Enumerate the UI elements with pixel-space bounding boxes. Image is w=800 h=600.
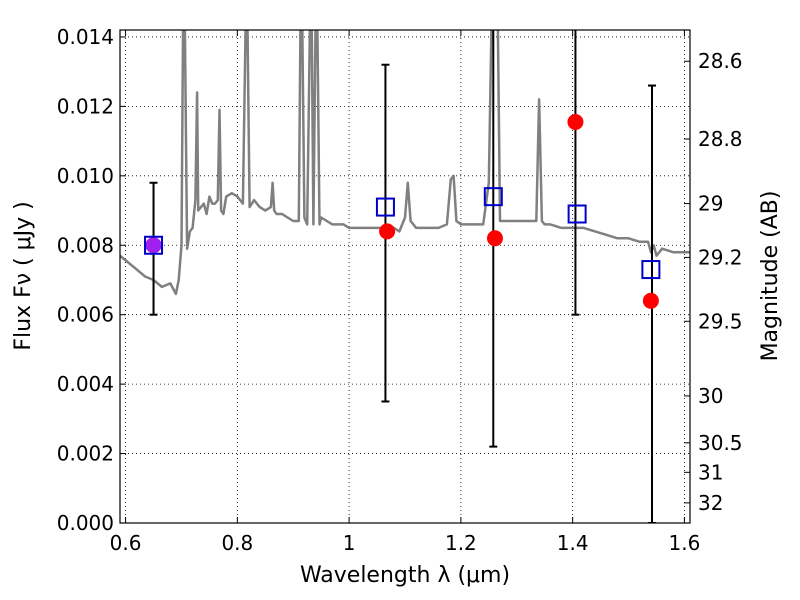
x-tick-label: 1 [343,531,356,555]
y2-tick-label: 32 [698,491,723,515]
y2-tick-label: 30 [698,384,723,408]
y2-tick-label: 28.6 [698,49,743,73]
y2-axis-label: Magnitude (AB) [758,191,783,362]
y2-tick-label: 29.2 [698,245,743,269]
y2-tick-label: 29.5 [698,309,743,333]
y2-axis-ticks: 28.6 28.8 29 29.2 29.5 30 30.5 31 32 [684,49,743,515]
x-tick-label: 1.6 [669,531,701,555]
plot-background [120,30,690,523]
observed-point [379,223,396,240]
y-tick-label: 0.004 [57,372,114,396]
model-point [375,197,395,217]
y2-tick-label: 30.5 [698,431,743,455]
y-axis-label: Flux Fν ( μJy ) [11,201,36,350]
observed-point [642,292,659,309]
y-tick-label: 0.014 [57,25,114,49]
model-point [483,187,503,207]
y-tick-label: 0.006 [57,303,114,327]
model-point [641,260,661,280]
overlap-point [145,237,162,254]
x-tick-label: 1.4 [557,531,589,555]
observed-point [567,114,584,131]
y-tick-label: 0.012 [57,94,114,118]
model-point [567,204,587,224]
model-point [144,235,164,255]
x-tick-label: 0.8 [221,531,253,555]
plot-frame [119,29,691,524]
y-axis-ticks: 0.000 0.002 0.004 0.006 0.008 0.010 0.012 0.014 [57,25,126,535]
spectrum-line [120,30,690,296]
y-tick-label: 0.008 [57,233,114,257]
x-tick-label: 0.6 [110,531,142,555]
x-axis-label: Wavelength λ (μm) [300,563,510,588]
y2-tick-label: 28.8 [698,127,743,151]
spectrum-series [120,30,690,296]
y-tick-label: 0.010 [57,164,114,188]
x-tick-label: 1.2 [445,531,477,555]
y-tick-label: 0.000 [57,511,114,535]
y-tick-label: 0.002 [57,442,114,466]
y2-tick-label: 31 [698,460,723,484]
observed-point [486,230,503,247]
x-axis-ticks: 0.6 0.8 1 1.2 1.4 1.6 [110,30,701,555]
y2-tick-label: 29 [698,192,723,216]
model-photometry-series [144,187,661,280]
observed-series [145,114,659,309]
